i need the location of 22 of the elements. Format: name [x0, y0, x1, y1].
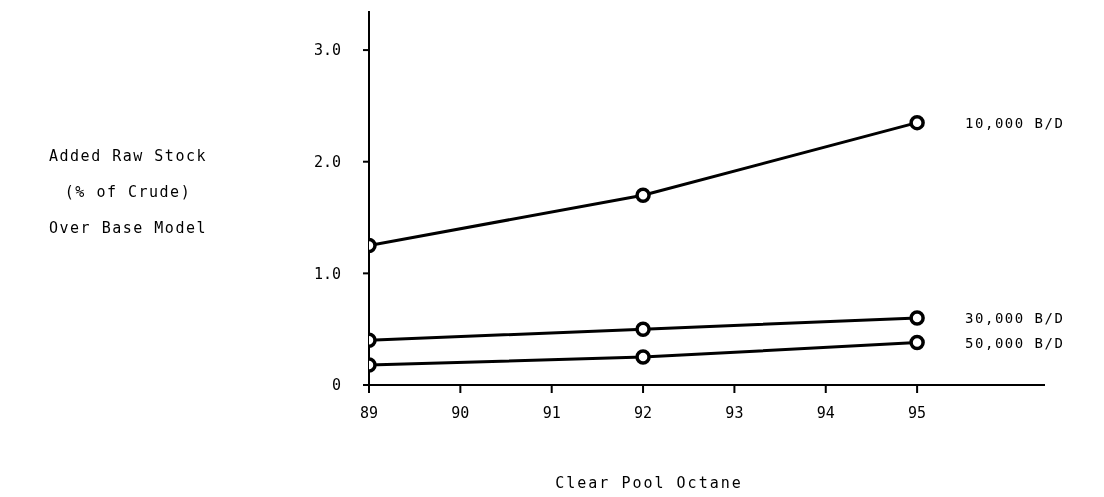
point: [909, 114, 925, 131]
text: Added Raw Stock (% of Crude) Over Base Model: [49, 147, 207, 237]
point: [909, 334, 925, 351]
x-tick-label: 92: [634, 403, 653, 422]
point: [909, 310, 925, 326]
point: [635, 321, 651, 337]
x-tick-label: 89: [359, 403, 379, 422]
x-tick-label: 95: [908, 403, 927, 422]
text: 30,000 B/D: [965, 310, 1065, 327]
x-tick-label: 94: [816, 403, 835, 422]
point: [635, 187, 651, 203]
x-tick-label: 90: [451, 403, 470, 422]
y-tick-label: 3.0: [313, 41, 341, 60]
point: [635, 349, 651, 365]
x-tick-label: 91: [542, 403, 561, 422]
y-tick-label: 2.0: [313, 153, 341, 172]
y-tick-label: 0: [331, 376, 341, 395]
text: 10,000 B/D: [965, 114, 1065, 131]
x-tick-label: 93: [725, 403, 744, 422]
text: 50,000 B/D: [965, 334, 1065, 351]
y-tick-label: 1.0: [313, 264, 341, 283]
x-axis-title: Clear Pool Octane: [554, 474, 744, 492]
